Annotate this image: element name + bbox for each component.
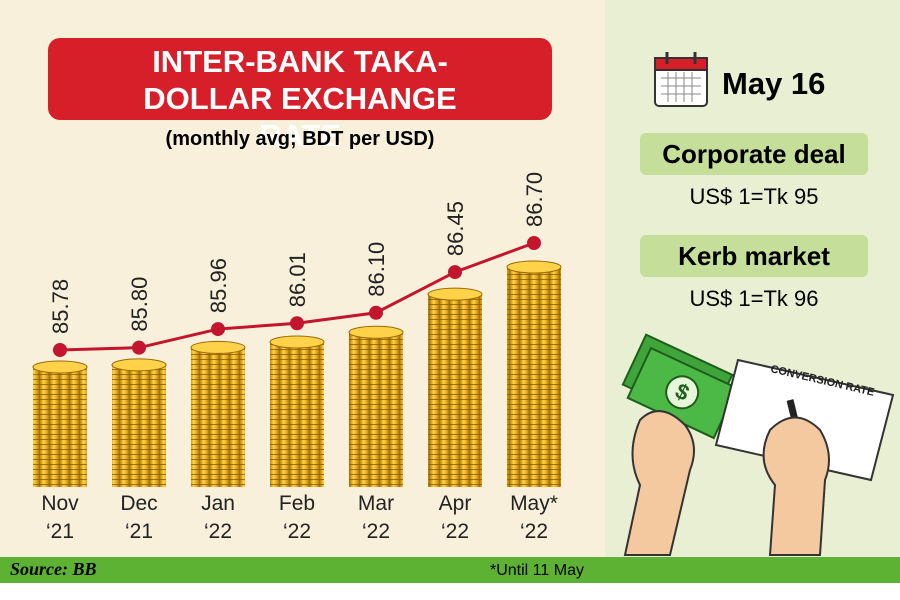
source: Source: BB [10, 559, 97, 579]
x-tick-label: Feb ‘22 [278, 492, 316, 543]
x-tick-label: Jan ‘22 [201, 492, 235, 543]
point [369, 305, 383, 320]
x-tick-label: Nov ‘21 [41, 492, 79, 543]
date: May 16 [722, 66, 826, 101]
coin-stack [507, 267, 561, 487]
coin-top [190, 340, 246, 354]
chart-title: INTER-BANK TAKA-DOLLAR EXCHANGE RATE [48, 38, 552, 153]
deal-label: Kerb market [640, 235, 868, 277]
calendar-icon [654, 52, 708, 107]
coin-stack [112, 364, 166, 487]
x-tick-label: Mar ‘22 [357, 492, 395, 543]
value-label: 85.80 [127, 277, 152, 332]
x-tick-label: Apr ‘22 [438, 492, 472, 543]
coin-stack [33, 367, 87, 487]
value-label: 86.01 [285, 252, 310, 307]
value-label: 86.10 [364, 242, 389, 297]
value-label: 86.70 [522, 172, 547, 227]
coin-stack [349, 332, 403, 487]
x-tick-label: Dec ‘21 [120, 492, 158, 543]
value-label: 85.78 [48, 279, 73, 334]
coin-stack [428, 294, 482, 487]
deal-rate: US$ 1=Tk 96 [689, 286, 819, 311]
coin-top [32, 360, 88, 374]
value-label: 85.96 [206, 258, 231, 313]
value-label: 86.45 [443, 201, 468, 256]
footnote: *Until 11 May [490, 562, 584, 579]
coin-top [506, 260, 562, 274]
point [132, 340, 146, 355]
point [53, 343, 67, 357]
point [290, 316, 304, 331]
coin-top [111, 358, 167, 372]
point [527, 236, 541, 250]
point [211, 322, 225, 337]
coin-stack [270, 342, 324, 487]
coin-stack [191, 347, 245, 487]
deal-label: Corporate deal [640, 133, 868, 175]
x-tick-label: May* ‘22 [510, 492, 558, 543]
coin-top [348, 325, 404, 339]
footer-bar [0, 557, 900, 583]
coin-top [427, 287, 483, 301]
illustration: $ CONVERSION RATE [621, 333, 895, 556]
point [448, 265, 462, 280]
coin-top [269, 335, 325, 349]
chart-subtitle: (monthly avg; BDT per USD) [165, 128, 435, 150]
deal-rate: US$ 1=Tk 95 [689, 184, 819, 209]
